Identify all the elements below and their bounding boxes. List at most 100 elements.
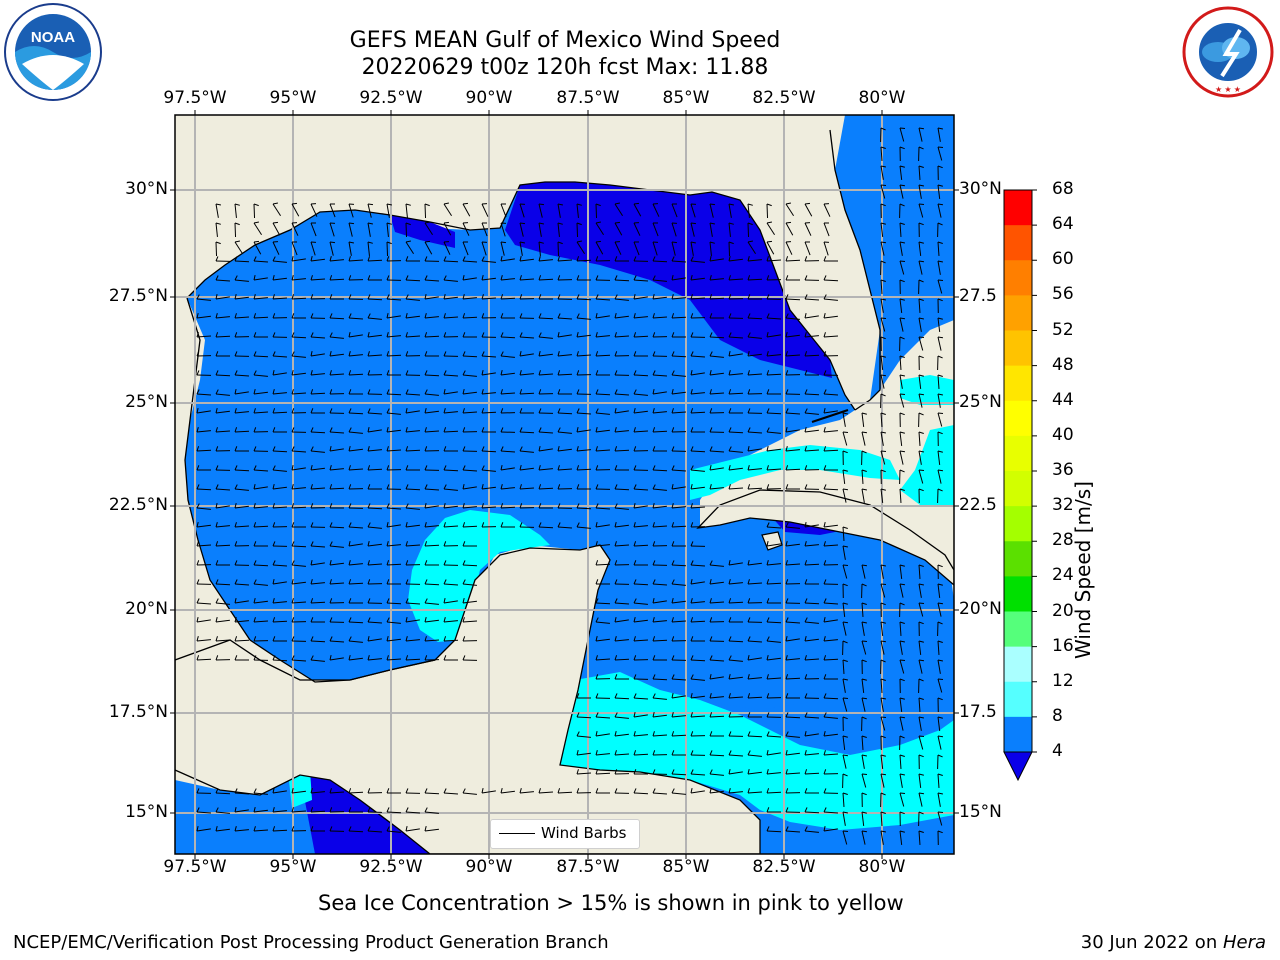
wind-barb-flag (614, 522, 617, 528)
wind-barb-flag (462, 275, 465, 281)
wind-barb-flag (329, 541, 333, 547)
wind-barb-flag (614, 598, 618, 604)
wind-barb-flag (386, 332, 389, 338)
wind-barb-flag (405, 389, 409, 395)
wind-barb (291, 545, 307, 548)
wind-barb-flag (880, 469, 886, 473)
wind-barb-flag (253, 826, 256, 832)
wind-barb (538, 353, 553, 357)
wind-barb-flag (348, 598, 352, 604)
wind-barb-flag (595, 674, 599, 680)
wind-barb (272, 469, 287, 472)
wind-barb (823, 811, 838, 814)
low-wind-zone-pacific (300, 775, 430, 854)
wind-barb (405, 507, 420, 510)
wind-barb-flag (899, 697, 905, 700)
wind-barb (766, 543, 781, 547)
wind-barb (253, 486, 268, 490)
wind-barb-flag (633, 294, 636, 300)
wind-barb-flag (348, 826, 352, 832)
lon-label-bottom: 90°W (465, 857, 513, 877)
wind-barb (234, 279, 249, 282)
wind-barb-flag (842, 735, 848, 738)
wind-barb-flag (234, 275, 238, 281)
wind-barb-flag (804, 750, 807, 756)
wind-barb (443, 374, 458, 377)
wind-barb-flag (234, 203, 240, 206)
wind-barb-flag (253, 484, 256, 490)
wind-barb (652, 296, 667, 300)
wind-barb-flag (424, 221, 430, 224)
wind-barb (804, 203, 813, 217)
wind-barb (671, 695, 686, 699)
wind-barb (310, 545, 325, 548)
wind-barb-flag (310, 655, 314, 661)
wind-barb (538, 448, 553, 452)
wind-barb-flag (386, 807, 390, 813)
wind-barb (804, 449, 819, 452)
wind-barb-flag (633, 522, 636, 528)
wind-barb (329, 278, 345, 281)
wind-barb-flag (367, 484, 371, 490)
wind-barb (196, 393, 211, 396)
wind-barb (842, 754, 847, 769)
wind-barb (861, 412, 865, 427)
wind-barb (937, 393, 941, 408)
wind-barb-flag (766, 465, 769, 471)
wind-barb (272, 355, 287, 358)
wind-barb-flag (690, 313, 694, 319)
wind-barb-flag (595, 579, 599, 585)
wind-barb (310, 450, 325, 453)
wind-barb (405, 811, 420, 814)
wind-barb-flag (253, 617, 256, 623)
wind-barb-flag (671, 579, 675, 585)
wind-barb (614, 315, 629, 319)
wind-barb (899, 792, 905, 807)
colorbar-tick-label: 20 (1052, 600, 1074, 621)
wind-barb-flag (747, 731, 751, 737)
wind-barb (918, 602, 924, 617)
wind-barb-flag (880, 488, 886, 491)
wind-barb-flag (348, 788, 352, 794)
wind-barb (728, 353, 743, 357)
wind-barb-flag (709, 693, 712, 699)
wind-barb (557, 526, 572, 529)
wind-barb-flag (310, 256, 313, 262)
wind-barb (367, 830, 382, 833)
wind-barb-flag (443, 598, 446, 604)
wind-barb (652, 203, 660, 217)
wind-barb-flag (310, 636, 314, 642)
wind-barb (671, 203, 678, 218)
wind-barb-flag (557, 313, 561, 319)
wind-barb (405, 430, 420, 433)
wind-barb-flag (918, 241, 924, 244)
wind-barb-flag (766, 370, 770, 376)
wind-barb (424, 430, 439, 433)
wind-barb (481, 450, 497, 453)
wind-barb (823, 430, 838, 433)
wind-barb (576, 468, 592, 471)
wind-barb (804, 772, 820, 775)
wind-barb-flag (253, 332, 257, 338)
wind-barb-flag (272, 503, 275, 509)
wind-barb (291, 581, 306, 585)
wind-barb-flag (424, 807, 428, 813)
wind-barb-flag (918, 697, 924, 700)
wind-barb-flag (633, 503, 636, 509)
wind-barb (348, 317, 363, 320)
wind-barb (728, 431, 744, 434)
wind-barb-flag (899, 735, 905, 739)
wind-barb (405, 315, 420, 319)
wind-barb-flag (842, 450, 848, 454)
wind-barb (310, 336, 325, 339)
wind-barb (614, 524, 629, 528)
wind-barb-flag (785, 541, 788, 547)
wind-barb-flag (272, 408, 276, 414)
wind-barb-flag (709, 446, 713, 452)
wind-barb-flag (576, 769, 579, 775)
wind-barb-flag (519, 503, 523, 509)
wind-barb-flag (367, 446, 370, 452)
wind-barb-flag (481, 389, 484, 395)
wind-barb (196, 544, 211, 547)
wind-barb (690, 203, 696, 218)
